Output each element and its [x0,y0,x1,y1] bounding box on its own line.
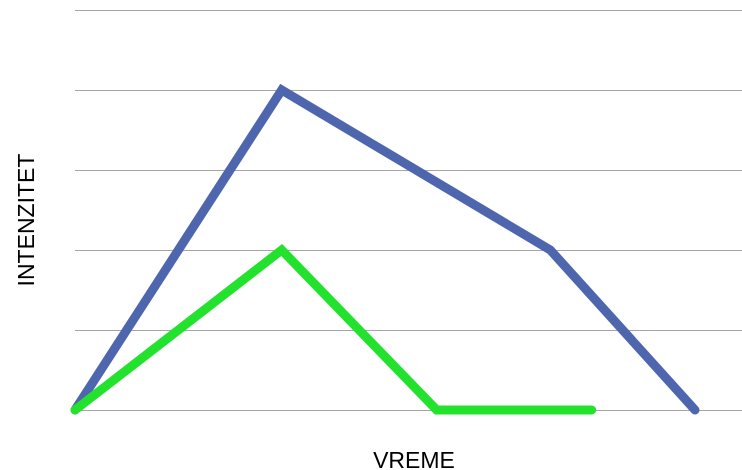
series-layer [70,83,700,415]
series-line-2 [70,243,597,415]
x-axis-label: VREME [373,447,455,470]
series-line-1 [70,83,700,415]
y-axis-label: INTENZITET [13,154,39,287]
gridlines [75,10,742,411]
